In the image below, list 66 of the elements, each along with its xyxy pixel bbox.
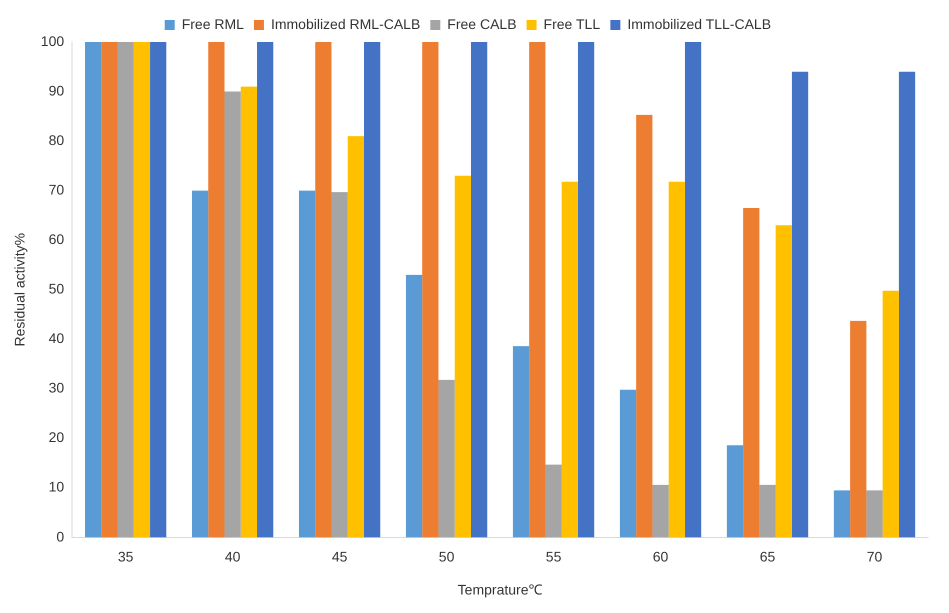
bar [850,320,866,538]
bar [834,490,850,538]
bar [636,114,652,538]
bar [454,176,471,538]
y-tick-label: 80 [48,132,64,148]
legend-label: Immobilized TLL-CALB [627,16,772,32]
bar [562,182,578,538]
bar [438,380,455,538]
bar [192,190,208,538]
bar [684,42,702,538]
bar [224,92,241,538]
bar [898,72,916,538]
y-tick-label: 0 [56,528,64,544]
legend-label: Free RML [182,16,244,32]
bar [298,190,316,538]
bar [545,464,562,538]
bar [743,208,760,538]
y-tick-label: 60 [48,231,64,248]
x-tick-label: 40 [224,548,241,565]
bar [315,42,332,538]
bar [652,484,669,538]
legend-label: Free TLL [544,16,600,32]
legend-label: Immobilized RML-CALB [270,16,420,32]
bar [331,192,348,538]
y-tick-label: 20 [48,429,64,446]
bar [882,290,899,538]
x-tick-label: 65 [760,548,776,565]
bar [150,42,166,538]
x-tick-label: 55 [546,548,562,565]
bar [470,42,488,538]
bar [726,445,744,538]
x-tick-label: 70 [866,548,883,565]
bar [257,42,274,538]
x-axis-title: Temprature℃ [458,581,542,598]
x-tick-label: 45 [332,548,348,565]
bar [406,274,422,538]
bar [422,42,438,538]
bar [512,346,530,538]
bar [208,42,224,538]
bar [792,72,808,538]
y-tick-label: 100 [40,32,64,49]
bar [364,42,380,538]
y-tick-label: 50 [48,280,64,297]
x-tick-label: 60 [652,548,669,565]
bar [84,42,102,538]
y-tick-label: 40 [48,330,64,346]
bar [240,86,258,538]
bar [759,484,776,538]
x-tick-label: 50 [438,548,455,565]
y-tick-label: 70 [48,181,64,198]
legend-label: Free CALB [447,16,517,32]
y-tick-label: 90 [48,82,64,98]
bar [620,390,636,538]
bar [101,42,118,538]
bar [866,490,883,538]
y-tick-label: 30 [48,380,64,396]
bar [118,42,134,538]
y-axis-title: Residual activity% [11,232,28,347]
bar [348,136,364,538]
x-tick-label: 35 [118,548,134,565]
bar [776,225,792,538]
y-tick-label: 10 [48,478,64,495]
bar [668,182,685,538]
bar [529,42,546,538]
bar [134,42,150,538]
bar [578,42,594,538]
